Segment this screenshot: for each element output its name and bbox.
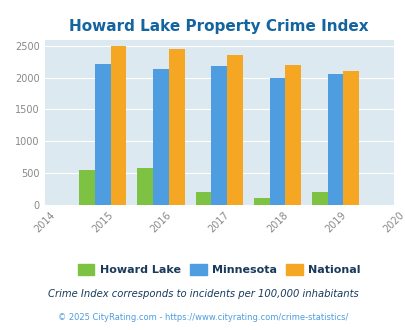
Bar bbox=[168, 49, 184, 205]
Bar bbox=[311, 192, 327, 205]
Bar bbox=[285, 65, 300, 205]
Bar bbox=[137, 168, 153, 205]
Text: Crime Index corresponds to incidents per 100,000 inhabitants: Crime Index corresponds to incidents per… bbox=[47, 289, 358, 299]
Bar bbox=[343, 71, 358, 205]
Text: © 2025 CityRating.com - https://www.cityrating.com/crime-statistics/: © 2025 CityRating.com - https://www.city… bbox=[58, 313, 347, 322]
Bar bbox=[195, 192, 211, 205]
Bar bbox=[253, 198, 269, 205]
Bar bbox=[226, 55, 242, 205]
Bar bbox=[95, 64, 111, 205]
Title: Howard Lake Property Crime Index: Howard Lake Property Crime Index bbox=[69, 19, 368, 34]
Bar bbox=[327, 74, 343, 205]
Bar bbox=[211, 66, 226, 205]
Bar bbox=[269, 78, 285, 205]
Legend: Howard Lake, Minnesota, National: Howard Lake, Minnesota, National bbox=[73, 260, 364, 280]
Bar bbox=[79, 170, 95, 205]
Bar bbox=[153, 69, 168, 205]
Bar bbox=[111, 46, 126, 205]
